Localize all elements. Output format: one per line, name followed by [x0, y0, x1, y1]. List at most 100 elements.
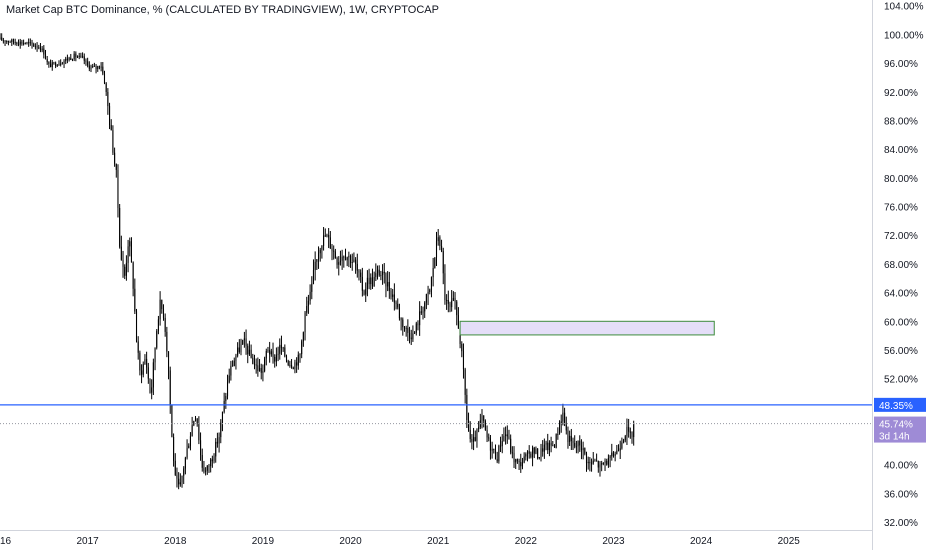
candle [220, 419, 222, 444]
candle [169, 366, 171, 414]
candle [572, 437, 574, 451]
candle [596, 453, 598, 462]
candle [476, 428, 478, 448]
candle [380, 270, 382, 281]
candle [92, 63, 94, 69]
price-tick-label: 68.00% [884, 260, 918, 271]
candle [193, 420, 195, 427]
candle [631, 431, 633, 444]
candle [26, 41, 28, 45]
candle [419, 301, 421, 336]
candle [232, 360, 234, 367]
candle [467, 412, 470, 432]
candle [430, 276, 432, 298]
candle [157, 315, 159, 335]
candle [368, 268, 370, 290]
candle [102, 62, 104, 76]
candle [343, 255, 345, 268]
candle [78, 52, 80, 60]
candle [213, 453, 215, 464]
candle [257, 357, 259, 377]
time-axis[interactable]: 2016 2017 2018 2019 2020 2021 2022 2023 2024 2025 [0, 530, 872, 548]
candle [434, 257, 436, 269]
candle [284, 344, 286, 358]
candle [309, 284, 311, 305]
candle [543, 438, 545, 459]
candle [264, 356, 266, 373]
candle [397, 298, 399, 310]
candle [599, 461, 601, 477]
candle [567, 426, 569, 449]
candle [516, 458, 518, 464]
candle [33, 42, 35, 47]
candle [591, 458, 593, 472]
candle [456, 300, 458, 326]
candle [520, 453, 522, 473]
candle [609, 454, 611, 468]
candle [329, 231, 331, 250]
candle [135, 308, 138, 343]
candle [552, 441, 554, 447]
candle [312, 259, 315, 285]
candle [435, 231, 438, 267]
candle [319, 247, 321, 262]
candle [619, 440, 621, 460]
candle [166, 326, 168, 358]
price-tick-label: 72.00% [884, 231, 918, 242]
candle [314, 251, 316, 281]
horizontal-line-label-bg [874, 397, 926, 412]
candle [355, 257, 357, 274]
candle [491, 441, 493, 459]
candle [393, 283, 395, 311]
candle [587, 456, 589, 470]
candle [221, 411, 224, 432]
supply-zone-rectangle[interactable] [459, 320, 715, 336]
candle [17, 39, 20, 47]
candle [230, 360, 232, 381]
candle [505, 426, 507, 445]
candle [149, 378, 151, 394]
candle [147, 362, 149, 384]
candle [348, 251, 350, 268]
candle [373, 271, 375, 287]
candle [623, 438, 625, 444]
candle [66, 54, 68, 64]
candle [523, 452, 525, 464]
candle [484, 419, 486, 431]
candle [530, 451, 532, 459]
candle [21, 39, 23, 46]
candle [574, 435, 576, 449]
candle [250, 344, 252, 359]
candle [248, 340, 250, 356]
candle [240, 338, 242, 356]
candle [38, 44, 40, 50]
candle [44, 49, 47, 60]
price-axis[interactable]: 104.00% 100.00% 96.00% 92.00% 88.00% 84.00% 80… [872, 0, 927, 550]
candle [611, 443, 613, 461]
candle [624, 434, 626, 443]
candle [139, 350, 141, 376]
bar-countdown-label: 3d 14h [879, 432, 910, 443]
candle [606, 458, 608, 466]
candle [206, 465, 208, 475]
candle [48, 61, 50, 68]
price-tick-label: 56.00% [884, 346, 918, 357]
candle [208, 463, 210, 473]
candle [387, 271, 389, 292]
candle [109, 102, 111, 130]
candle [83, 53, 85, 65]
candle [447, 290, 449, 313]
chart-title: Market Cap BTC Dominance, % (CALCULATED … [6, 4, 439, 16]
time-tick-label: 2017 [77, 536, 100, 547]
candle [500, 436, 502, 452]
candle [336, 256, 338, 269]
candle [156, 329, 158, 350]
candle [269, 341, 271, 363]
candle [614, 451, 616, 462]
price-tick-label: 36.00% [884, 489, 918, 500]
time-tick-label: 2023 [602, 536, 625, 547]
candle [375, 263, 377, 281]
candle [427, 285, 429, 306]
time-tick-label: 2025 [778, 536, 801, 547]
